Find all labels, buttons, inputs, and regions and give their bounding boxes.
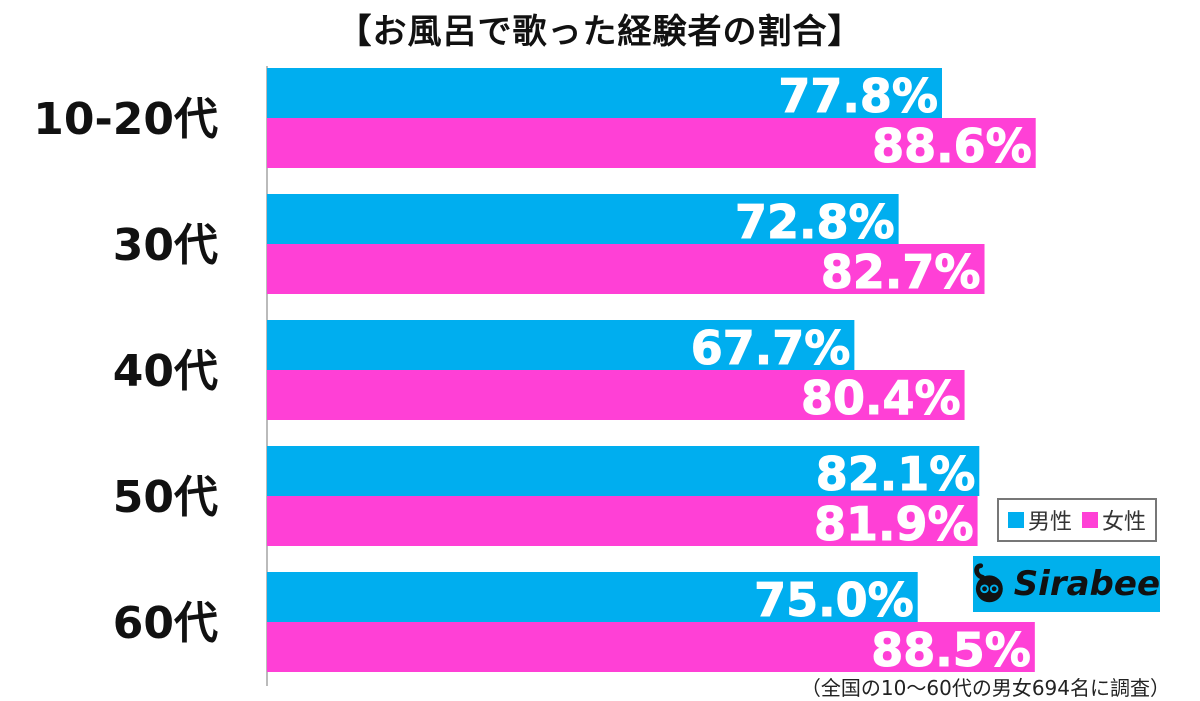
- data-label-male: 82.1%: [816, 447, 976, 501]
- data-label-female: 80.4%: [801, 371, 961, 425]
- category-label: 60代: [113, 598, 218, 649]
- data-label-male: 67.7%: [691, 321, 851, 375]
- legend-swatch-male: [1007, 512, 1024, 528]
- data-label-male: 77.8%: [778, 69, 938, 123]
- sirabee-logo: Sirabee: [973, 556, 1160, 612]
- legend-item-male: 男性: [1007, 504, 1072, 536]
- chart-title: 【お風呂で歌った経験者の割合】: [337, 12, 863, 52]
- sirabee-logo-icon: [974, 563, 1003, 603]
- category-label: 50代: [113, 472, 218, 523]
- bar-female: [267, 496, 978, 546]
- data-label-male: 75.0%: [754, 573, 914, 627]
- bar-female: [267, 118, 1036, 168]
- bar-male: [267, 446, 980, 496]
- data-label-male: 72.8%: [735, 195, 895, 249]
- bar-female: [267, 370, 965, 420]
- bar-male: [267, 572, 918, 622]
- legend-swatch-female: [1082, 512, 1098, 528]
- bar-female: [267, 622, 1035, 672]
- survey-footnote: （全国の10～60代の男女694名に調査）: [800, 676, 1170, 700]
- legend-label-female: 女性: [1102, 510, 1147, 535]
- data-label-female: 81.9%: [814, 497, 974, 551]
- category-label: 30代: [113, 220, 218, 271]
- bar-male: [267, 194, 899, 244]
- category-label: 40代: [113, 346, 218, 397]
- data-label-female: 88.5%: [871, 623, 1031, 677]
- data-label-female: 88.6%: [872, 119, 1032, 173]
- legend-label-male: 男性: [1027, 510, 1072, 535]
- bar-male: [267, 320, 855, 370]
- bar-female: [267, 244, 985, 294]
- legend: 男性 女性: [997, 498, 1157, 542]
- sirabee-logo-text: Sirabee: [1013, 564, 1160, 604]
- bar-male: [267, 68, 942, 118]
- data-label-female: 82.7%: [821, 245, 981, 299]
- category-label: 10-20代: [33, 94, 218, 145]
- legend-item-female: 女性: [1082, 504, 1146, 536]
